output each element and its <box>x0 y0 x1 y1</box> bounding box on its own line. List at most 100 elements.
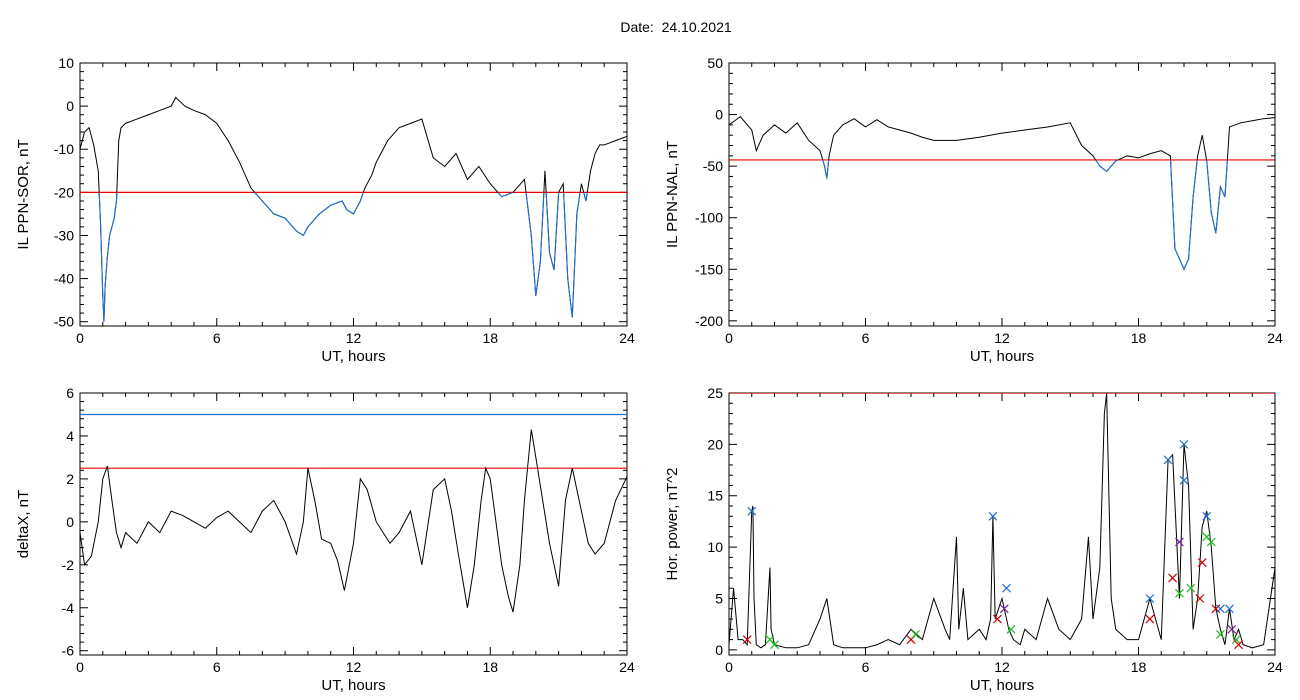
marker-stroke <box>1145 614 1155 624</box>
x-tick-label: 6 <box>213 659 221 675</box>
plot-area <box>80 96 627 322</box>
marker-green <box>911 630 920 639</box>
marker-stroke <box>1163 455 1173 465</box>
x-tick-label: 0 <box>725 330 733 346</box>
date-label: Date: <box>620 19 654 35</box>
y-tick-label: -10 <box>54 141 74 157</box>
marker-stroke <box>999 604 1009 614</box>
x-tick-label: 24 <box>1267 330 1283 346</box>
marker-green <box>1006 624 1016 634</box>
marker-blue <box>1179 439 1189 449</box>
plot-area <box>729 393 1275 650</box>
y-axis-label: deltaX, nT <box>15 490 32 558</box>
x-tick-label: 12 <box>994 330 1010 346</box>
marker-stroke <box>988 511 998 521</box>
y-tick-label: 5 <box>715 590 723 606</box>
y-tick-label: 4 <box>66 428 74 444</box>
marker-stroke <box>1179 475 1189 485</box>
series-below-threshold <box>1095 159 1119 173</box>
series-below-threshold <box>563 192 581 318</box>
marker-stroke <box>1168 573 1178 583</box>
y-tick-label: 2 <box>66 471 74 487</box>
plot-frame <box>79 392 628 656</box>
x-tick-label: 24 <box>619 330 635 346</box>
marker-red <box>1195 594 1205 603</box>
y-tick-label: -200 <box>695 313 723 329</box>
y-tick-label: 0 <box>715 642 723 658</box>
x-tick-label: 6 <box>862 330 870 346</box>
marker-red <box>1168 573 1178 583</box>
marker-stroke <box>1186 583 1196 593</box>
marker-blue <box>988 511 998 521</box>
marker-stroke <box>747 506 757 516</box>
marker-blue <box>1145 594 1155 603</box>
x-tick-label: 12 <box>346 330 362 346</box>
marker-green <box>1231 635 1241 645</box>
x-tick-label: 12 <box>346 659 362 675</box>
marker-stroke <box>1197 558 1207 567</box>
marker-stroke <box>1002 583 1011 593</box>
y-tick-label: -20 <box>54 184 74 200</box>
marker-stroke <box>1195 594 1205 603</box>
chart-hor-power: 0 6 12 18 24 0 5 10 15 20 25 UT, hours Hor. power, n… <box>664 385 1283 694</box>
series-below-threshold <box>583 192 588 202</box>
plot-area <box>729 115 1275 271</box>
y-tick-label: -100 <box>695 210 723 226</box>
y-tick-label: 50 <box>707 55 723 71</box>
marker-stroke <box>1202 511 1212 521</box>
marker-blue <box>1215 604 1225 614</box>
marker-blue <box>1202 511 1212 521</box>
marker-stroke <box>1227 624 1237 634</box>
series-below-threshold <box>1206 159 1228 234</box>
date-value: 24.10.2021 <box>661 19 732 35</box>
y-tick-label: 20 <box>707 436 723 452</box>
x-tick-label: 18 <box>1131 330 1147 346</box>
marker-stroke <box>742 635 752 645</box>
x-tick-label: 6 <box>862 659 870 675</box>
y-tick-label: -150 <box>695 261 723 277</box>
series-below-threshold <box>822 159 830 179</box>
x-axis-label: UT, hours <box>970 348 1034 365</box>
marker-red <box>742 635 752 645</box>
y-tick-label: -50 <box>703 158 723 174</box>
x-axis-label: UT, hours <box>970 677 1034 694</box>
y-axis-label: IL PPN-SOR, nT <box>15 139 32 249</box>
series-below-threshold <box>525 192 545 296</box>
marker-blue <box>1163 455 1173 465</box>
marker-stroke <box>1145 594 1155 603</box>
marker-stroke <box>770 640 779 650</box>
y-tick-label: -50 <box>54 314 74 330</box>
x-tick-label: 24 <box>1267 659 1283 675</box>
y-tick-label: 15 <box>707 488 723 504</box>
marker-green <box>1175 588 1184 598</box>
y-tick-label: 0 <box>66 98 74 114</box>
marker-stroke <box>1179 439 1189 449</box>
y-axis-label: Hor. power, nT^2 <box>664 468 681 581</box>
y-tick-label: 10 <box>58 55 74 71</box>
x-tick-label: 18 <box>482 330 498 346</box>
marker-red <box>1234 640 1244 650</box>
marker-blue <box>747 506 757 516</box>
marker-green <box>1206 537 1216 547</box>
marker-stroke <box>1175 537 1184 547</box>
y-tick-label: -2 <box>62 557 75 573</box>
marker-stroke <box>1006 624 1016 634</box>
marker-purple <box>1227 624 1237 634</box>
marker-stroke <box>911 630 920 639</box>
y-axis-label: IL PPN-NAL, nT <box>664 141 681 248</box>
x-tick-label: 24 <box>619 659 635 675</box>
marker-blue <box>1002 583 1011 593</box>
marker-stroke <box>1175 588 1184 598</box>
marker-green <box>1186 583 1196 593</box>
marker-stroke <box>1215 630 1225 639</box>
y-tick-label: 6 <box>66 385 74 401</box>
marker-green <box>770 640 779 650</box>
series-below-threshold <box>254 191 364 237</box>
page-title: Date: 24.10.2021 <box>0 19 1300 35</box>
series-below-threshold <box>1170 159 1198 271</box>
marker-stroke <box>1215 604 1225 614</box>
plot-frame <box>79 62 628 327</box>
y-tick-label: 25 <box>707 385 723 401</box>
